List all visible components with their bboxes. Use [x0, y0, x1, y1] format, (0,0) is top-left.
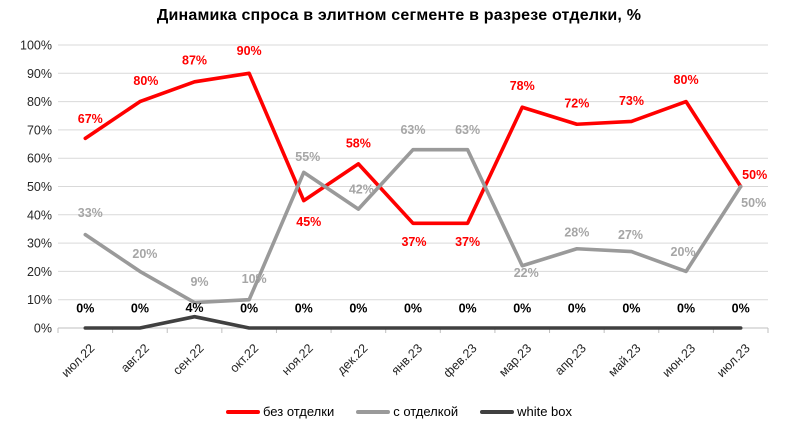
data-label: 0% [568, 302, 586, 316]
data-label: 0% [131, 302, 149, 316]
legend-item-s-otdelkoy: с отделкой [356, 404, 458, 419]
y-tick-label: 80% [27, 95, 52, 109]
series-line-white-box [83, 314, 743, 330]
data-label: 0% [513, 302, 531, 316]
data-label: 73% [619, 94, 644, 108]
data-label: 10% [242, 272, 267, 286]
series-line-без-отделки [83, 71, 743, 226]
data-label: 9% [190, 275, 208, 289]
x-tick-label: фев.23 [441, 341, 480, 380]
data-label: 27% [618, 228, 643, 242]
y-tick-label: 40% [27, 208, 52, 222]
legend-item-bez-otdelki: без отделки [226, 404, 334, 419]
y-tick-label: 60% [27, 152, 52, 166]
data-label: 42% [349, 183, 374, 197]
y-tick-label: 50% [27, 180, 52, 194]
x-tick-label: дек.22 [334, 341, 370, 377]
data-label: 90% [237, 44, 262, 58]
data-label: 72% [564, 97, 589, 111]
data-label: 80% [674, 73, 699, 87]
y-tick-label: 70% [27, 123, 52, 137]
x-tick-label: апр.23 [552, 341, 589, 378]
legend-item-white-box: white box [480, 404, 572, 419]
y-tick-label: 0% [34, 322, 52, 336]
chart-title: Динамика спроса в элитном сегменте в раз… [156, 7, 642, 24]
data-label: 0% [295, 302, 313, 316]
legend-line-icon-red [226, 409, 260, 414]
data-label: 20% [132, 247, 157, 261]
data-label: 22% [514, 266, 539, 280]
y-tick-label: 20% [27, 265, 52, 279]
legend-label-s-otdelkoy: с отделкой [393, 404, 459, 419]
x-tick-label: июл.22 [59, 341, 98, 380]
data-label: 0% [404, 302, 422, 316]
legend-label-white-box: white box [517, 404, 572, 419]
data-label: 55% [295, 150, 320, 164]
y-tick-label: 10% [27, 293, 52, 307]
data-label: 0% [622, 302, 640, 316]
legend-line-icon-gray [356, 409, 391, 414]
data-label: 0% [732, 302, 750, 316]
x-tick-label: май.23 [605, 341, 643, 379]
data-label: 63% [400, 123, 425, 137]
data-label: 33% [78, 206, 103, 220]
x-tick-label: авг.22 [118, 341, 152, 375]
x-tick-label: июл.23 [714, 341, 753, 380]
data-label: 67% [78, 112, 103, 126]
data-label: 0% [459, 302, 477, 316]
data-label: 28% [564, 225, 589, 239]
x-tick-label: окт.22 [227, 341, 261, 375]
data-label: 87% [182, 53, 207, 67]
x-tick-label: ноя.22 [279, 341, 316, 378]
legend: без отделки с отделкой white box [0, 404, 798, 419]
data-label: 20% [671, 245, 696, 259]
data-label: 37% [455, 235, 480, 249]
x-tick-label: июн.23 [660, 341, 699, 380]
y-tick-label: 90% [27, 67, 52, 81]
x-tick-label: мар.23 [496, 341, 534, 379]
data-label: 80% [133, 74, 158, 88]
y-tick-label: 100% [20, 39, 52, 53]
data-label: 0% [240, 302, 258, 316]
legend-label-bez-otdelki: без отделки [263, 404, 335, 419]
x-tick-label: сен.22 [170, 341, 206, 377]
y-tick-label: 30% [27, 237, 52, 251]
data-label: 58% [346, 136, 371, 150]
data-label: 0% [76, 302, 94, 316]
data-label: 50% [741, 196, 766, 210]
data-label: 63% [455, 123, 480, 137]
x-tick-label: янв.23 [389, 341, 426, 378]
data-label: 37% [401, 235, 426, 249]
series-line-с-отделкой [83, 147, 743, 305]
data-label: 45% [296, 215, 321, 229]
data-label: 78% [510, 79, 535, 93]
legend-line-icon-dark [480, 409, 515, 414]
data-label: 0% [349, 302, 367, 316]
data-label: 0% [677, 302, 695, 316]
data-label: 50% [742, 168, 767, 182]
data-label: 4% [185, 301, 203, 315]
